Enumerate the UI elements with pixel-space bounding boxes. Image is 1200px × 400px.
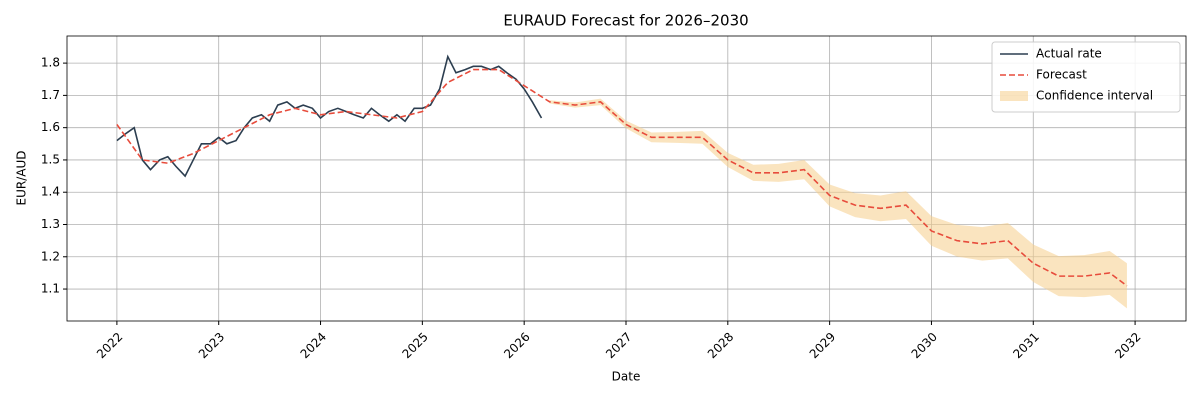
legend-label: Confidence interval	[1036, 89, 1153, 103]
y-tick-label: 1.3	[41, 217, 60, 231]
y-tick-label: 1.4	[41, 185, 60, 199]
x-tick-label: 2023	[196, 330, 227, 361]
x-tick-label: 2025	[399, 330, 430, 361]
y-tick-label: 1.8	[41, 56, 60, 70]
y-tick-label: 1.6	[41, 120, 60, 134]
y-tick-label: 1.2	[41, 249, 60, 263]
legend-box	[991, 41, 1181, 113]
x-tick-label: 2029	[807, 330, 838, 361]
y-tick-label: 1.1	[41, 282, 60, 296]
plot-frame	[66, 35, 1187, 322]
legend: Actual rate Forecast Confidence interval	[991, 41, 1181, 113]
series-line	[116, 54, 543, 178]
legend-swatch	[1000, 91, 1028, 101]
x-tick-label: 2028	[705, 330, 736, 361]
x-tick-label: 2026	[501, 330, 532, 361]
x-tick-label: 2031	[1010, 330, 1041, 361]
confidence-band	[549, 98, 1127, 309]
x-tick-label: 2022	[94, 330, 125, 361]
x-tick-label: 2032	[1112, 330, 1143, 361]
y-tick-label: 1.7	[41, 88, 60, 102]
y-axis-label: EUR/AUD	[15, 151, 29, 206]
x-tick-label: 2030	[909, 330, 940, 361]
x-tick-label: 2024	[298, 330, 329, 361]
legend-label: Forecast	[1036, 68, 1087, 82]
chart-title: EURAUD Forecast for 2026–2030	[503, 12, 748, 30]
x-tick-label: 2027	[603, 330, 634, 361]
x-axis-label: Date	[612, 370, 641, 384]
legend-label: Actual rate	[1036, 47, 1102, 61]
y-tick-label: 1.5	[41, 152, 60, 166]
series-line	[116, 68, 1128, 287]
